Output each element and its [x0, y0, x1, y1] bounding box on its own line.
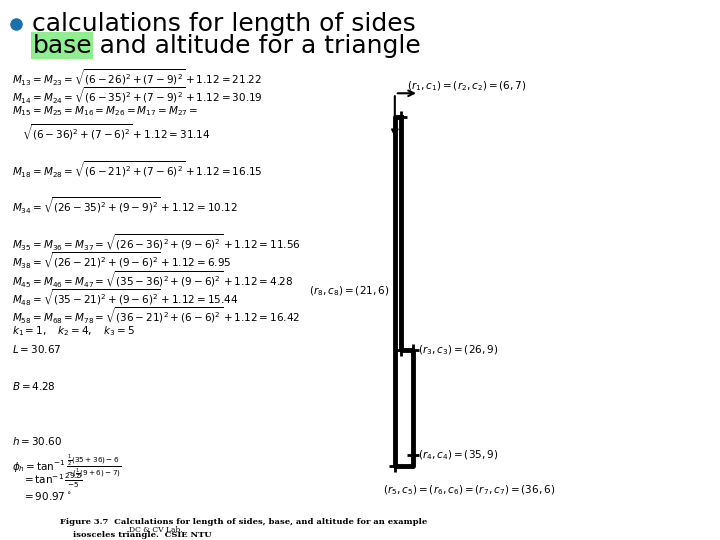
Text: base and altitude for a triangle: base and altitude for a triangle	[32, 34, 421, 58]
Text: $h = 30.60$: $h = 30.60$	[12, 435, 63, 447]
Text: $M_{38} = \sqrt{(26-21)^2+(9-6)^2}+1.12 = 6.95$: $M_{38} = \sqrt{(26-21)^2+(9-6)^2}+1.12 …	[12, 251, 232, 271]
Text: $M_{34} = \sqrt{(26-35)^2+(9-9)^2}+1.12 = 10.12$: $M_{34} = \sqrt{(26-35)^2+(9-9)^2}+1.12 …	[12, 196, 238, 216]
Text: $M_{45} = M_{46} = M_{47} = \sqrt{(35-36)^2+(9-6)^2}+1.12 = 4.28$: $M_{45} = M_{46} = M_{47} = \sqrt{(35-36…	[12, 269, 294, 289]
Text: $L = 30.67$: $L = 30.67$	[12, 343, 61, 355]
Text: $(r_8,c_8)=(21,6)$: $(r_8,c_8)=(21,6)$	[309, 285, 389, 298]
Text: $\quad\sqrt{(6-36)^2+(7-6)^2}+1.12 = 31.14$: $\quad\sqrt{(6-36)^2+(7-6)^2}+1.12 = 31.…	[12, 123, 211, 142]
Text: $M_{35} = M_{36} = M_{37} = \sqrt{(26-36)^2+(9-6)^2}+1.12 = 11.56$: $M_{35} = M_{36} = M_{37} = \sqrt{(26-36…	[12, 233, 301, 253]
Text: $\quad = 90.97^\circ$: $\quad = 90.97^\circ$	[12, 490, 71, 502]
Text: Figure 3.7  Calculations for length of sides, base, and altitude for an example: Figure 3.7 Calculations for length of si…	[60, 518, 428, 526]
Text: $M_{58} = M_{68} = M_{78} = \sqrt{(36-21)^2+(6-6)^2}+1.12 = 16.42$: $M_{58} = M_{68} = M_{78} = \sqrt{(36-21…	[12, 306, 300, 326]
Text: $\phi_h = \tan^{-1}\frac{\frac{1}{2}(35+36)-6}{-(\frac{1}{2}(9+6)-7)}$: $\phi_h = \tan^{-1}\frac{\frac{1}{2}(35+…	[12, 453, 122, 481]
Text: $B = 4.28$: $B = 4.28$	[12, 380, 55, 392]
Text: $M_{13} = M_{23} = \sqrt{(6-26)^2+(7-9)^2}+1.12 = 21.22$: $M_{13} = M_{23} = \sqrt{(6-26)^2+(7-9)^…	[12, 68, 262, 87]
Text: $k_1=1, \quad k_2=4, \quad k_3=5$: $k_1=1, \quad k_2=4, \quad k_3=5$	[12, 325, 135, 339]
Text: $(r_3,c_3)=(26,9)$: $(r_3,c_3)=(26,9)$	[418, 343, 498, 356]
Text: isosceles triangle.  CSIE NTU: isosceles triangle. CSIE NTU	[73, 531, 211, 539]
Text: $(r_1,c_1)=(r_2,c_2)=(6,7)$: $(r_1,c_1)=(r_2,c_2)=(6,7)$	[407, 80, 526, 93]
Text: calculations for length of sides: calculations for length of sides	[32, 12, 416, 36]
Text: $(r_4,c_4)=(35,9)$: $(r_4,c_4)=(35,9)$	[418, 448, 498, 462]
Text: $M_{14} = M_{24} = \sqrt{(6-35)^2+(7-9)^2}+1.12 = 30.19$: $M_{14} = M_{24} = \sqrt{(6-35)^2+(7-9)^…	[12, 86, 263, 106]
Text: DC & CV Lab.: DC & CV Lab.	[129, 525, 183, 534]
Text: $\quad = \tan^{-1}\frac{29.5}{-5}$: $\quad = \tan^{-1}\frac{29.5}{-5}$	[12, 471, 83, 490]
Text: $M_{48} = \sqrt{(35-21)^2+(9-6)^2}+1.12 = 15.44$: $M_{48} = \sqrt{(35-21)^2+(9-6)^2}+1.12 …	[12, 288, 238, 308]
Text: base: base	[32, 34, 92, 58]
Text: $M_{18} = M_{28} = \sqrt{(6-21)^2+(7-6)^2}+1.12 = 16.15$: $M_{18} = M_{28} = \sqrt{(6-21)^2+(7-6)^…	[12, 159, 263, 179]
Text: $(r_5,c_5)=(r_6,c_6)=(r_7,c_7)=(36,6)$: $(r_5,c_5)=(r_6,c_6)=(r_7,c_7)=(36,6)$	[383, 484, 555, 497]
Text: $M_{15} = M_{25} = M_{16} = M_{26} = M_{17} = M_{27} =$: $M_{15} = M_{25} = M_{16} = M_{26} = M_{…	[12, 104, 198, 118]
